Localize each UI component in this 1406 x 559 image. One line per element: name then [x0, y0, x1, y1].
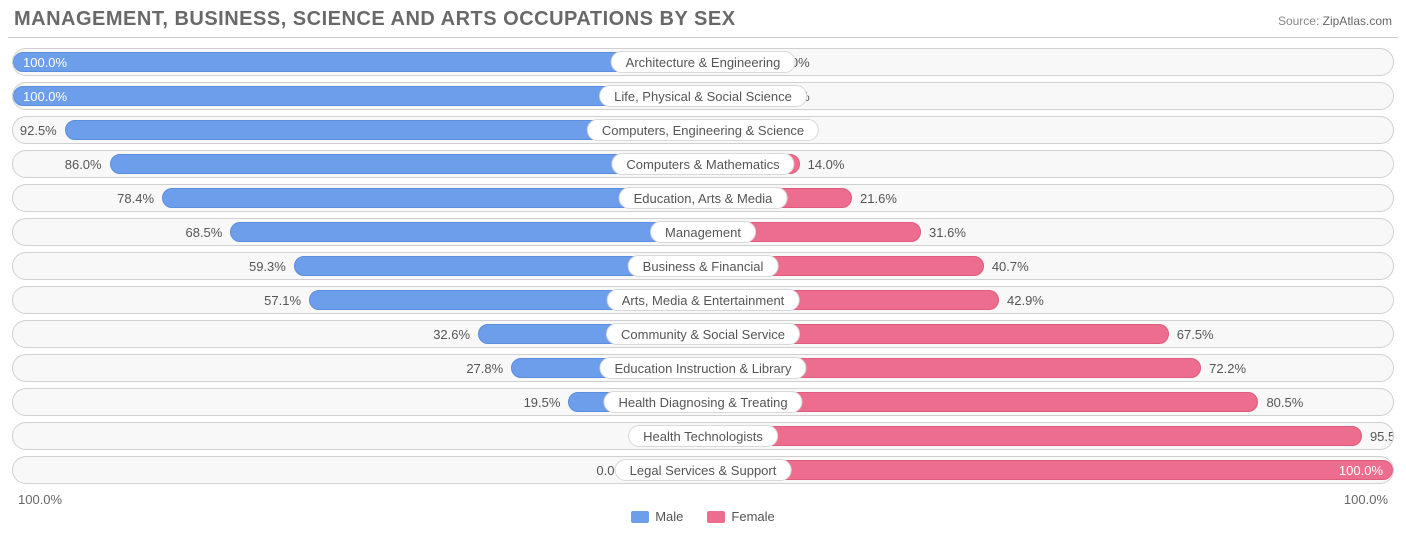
swatch-male	[631, 511, 649, 523]
male-bar	[230, 222, 703, 242]
female-value: 42.9%	[1007, 287, 1044, 313]
category-label: Community & Social Service	[606, 323, 800, 345]
axis-left-label: 100.0%	[18, 492, 62, 507]
female-value: 100.0%	[1339, 457, 1383, 483]
female-value: 67.5%	[1177, 321, 1214, 347]
legend-male-label: Male	[655, 509, 683, 524]
category-label: Education, Arts & Media	[619, 187, 788, 209]
category-label: Health Technologists	[628, 425, 778, 447]
category-label: Business & Financial	[628, 255, 779, 277]
chart-row: 100.0%0.0%Life, Physical & Social Scienc…	[12, 82, 1394, 110]
chart-header: MANAGEMENT, BUSINESS, SCIENCE AND ARTS O…	[8, 8, 1398, 37]
male-value: 100.0%	[23, 49, 67, 75]
chart-row: 59.3% 40.7% Business & Financial	[12, 252, 1394, 280]
male-value: 78.4%	[117, 185, 154, 211]
male-value: 59.3%	[249, 253, 286, 279]
chart-row: 19.5% 80.5% Health Diagnosing & Treating	[12, 388, 1394, 416]
chart-source: Source: ZipAtlas.com	[1278, 14, 1392, 28]
legend: Male Female	[8, 509, 1398, 524]
source-prefix: Source:	[1278, 14, 1323, 28]
axis-right-label: 100.0%	[1344, 492, 1388, 507]
male-value: 92.5%	[20, 117, 57, 143]
female-value: 72.2%	[1209, 355, 1246, 381]
female-value: 40.7%	[992, 253, 1029, 279]
category-label: Life, Physical & Social Science	[599, 85, 807, 107]
chart-row: 86.0% 14.0% Computers & Mathematics	[12, 150, 1394, 178]
female-value: 95.5%	[1370, 423, 1394, 449]
chart-row: 92.5%7.5%Computers, Engineering & Scienc…	[12, 116, 1394, 144]
source-name: ZipAtlas.com	[1323, 14, 1392, 28]
female-bar	[703, 460, 1393, 480]
male-value: 19.5%	[524, 389, 561, 415]
category-label: Education Instruction & Library	[599, 357, 806, 379]
category-label: Computers & Mathematics	[611, 153, 794, 175]
diverging-bar-chart: 100.0%0.0%Architecture & Engineering100.…	[8, 37, 1398, 484]
chart-row: 4.5%95.5%Health Technologists	[12, 422, 1394, 450]
category-label: Legal Services & Support	[615, 459, 792, 481]
chart-row: 32.6% 67.5% Community & Social Service	[12, 320, 1394, 348]
male-value: 57.1%	[264, 287, 301, 313]
female-bar	[703, 426, 1362, 446]
male-value: 86.0%	[65, 151, 102, 177]
chart-row: 78.4% 21.6% Education, Arts & Media	[12, 184, 1394, 212]
chart-row: 57.1% 42.9% Arts, Media & Entertainment	[12, 286, 1394, 314]
female-value: 31.6%	[929, 219, 966, 245]
category-label: Management	[650, 221, 756, 243]
male-bar	[13, 52, 703, 72]
female-value: 21.6%	[860, 185, 897, 211]
category-label: Health Diagnosing & Treating	[603, 391, 802, 413]
female-value: 80.5%	[1266, 389, 1303, 415]
female-value: 14.0%	[808, 151, 845, 177]
legend-item-male: Male	[631, 509, 683, 524]
category-label: Arts, Media & Entertainment	[607, 289, 800, 311]
legend-item-female: Female	[707, 509, 774, 524]
chart-row: 27.8% 72.2% Education Instruction & Librar…	[12, 354, 1394, 382]
legend-female-label: Female	[731, 509, 774, 524]
chart-row: 0.0%100.0%Legal Services & Support	[12, 456, 1394, 484]
male-value: 32.6%	[433, 321, 470, 347]
chart-row: 100.0%0.0%Architecture & Engineering	[12, 48, 1394, 76]
category-label: Computers, Engineering & Science	[587, 119, 819, 141]
male-value: 100.0%	[23, 83, 67, 109]
swatch-female	[707, 511, 725, 523]
male-value: 68.5%	[185, 219, 222, 245]
category-label: Architecture & Engineering	[611, 51, 796, 73]
x-axis: 100.0% 100.0%	[8, 490, 1398, 507]
male-value: 27.8%	[466, 355, 503, 381]
chart-title: MANAGEMENT, BUSINESS, SCIENCE AND ARTS O…	[14, 8, 736, 31]
chart-row: 68.5% 31.6% Management	[12, 218, 1394, 246]
